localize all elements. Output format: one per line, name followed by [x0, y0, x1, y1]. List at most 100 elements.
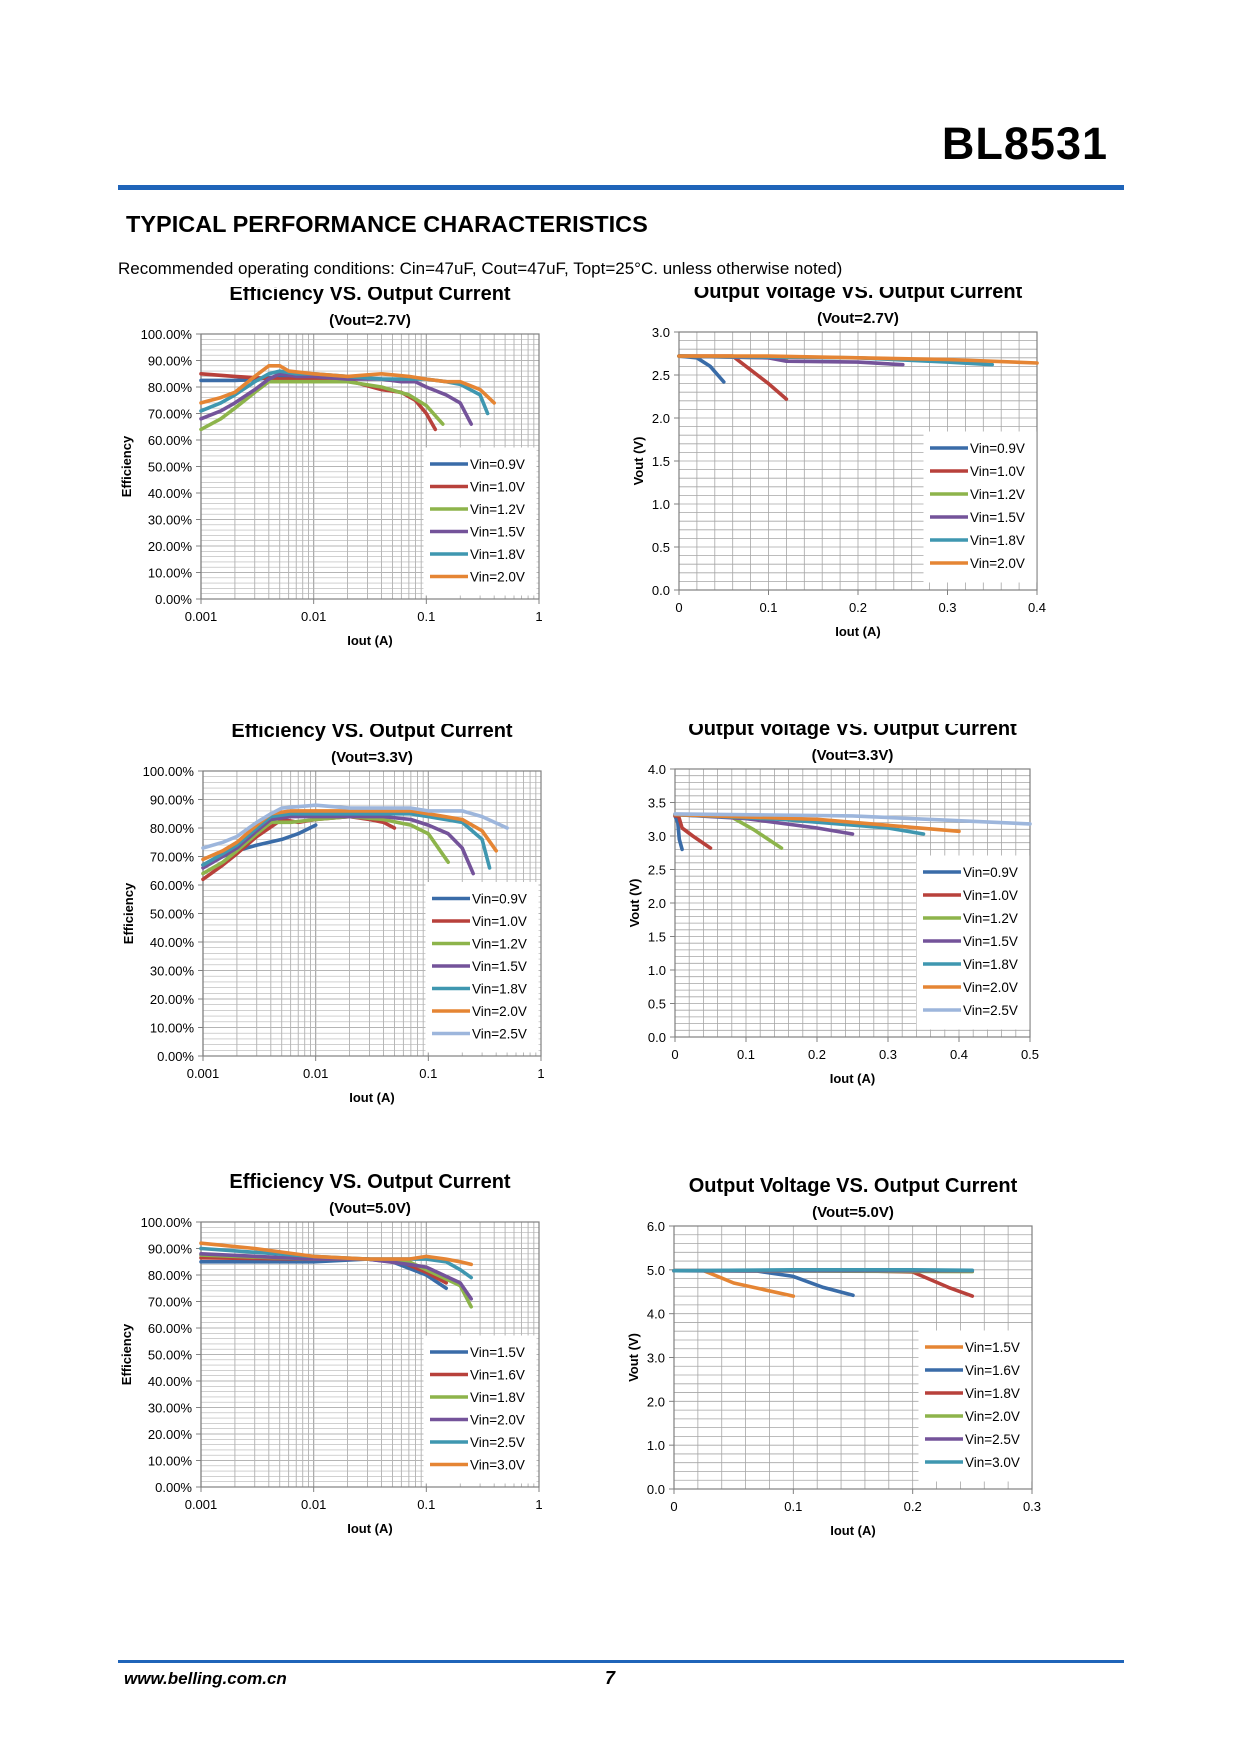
- chart-title: Efficiency VS. Output Current: [229, 287, 510, 305]
- chart-subtitle: (Vout=3.3V): [812, 747, 894, 764]
- x-tick-label: 1: [537, 1066, 544, 1081]
- chart-subtitle: (Vout=2.7V): [329, 312, 411, 329]
- y-tick-label: 30.00%: [150, 964, 195, 979]
- x-tick-label: 0.001: [187, 1066, 220, 1081]
- y-tick-label: 0.0: [648, 1030, 666, 1045]
- y-tick-label: 2.0: [648, 896, 666, 911]
- legend-label: Vin=1.8V: [963, 957, 1018, 972]
- y-axis-label: Efficiency: [119, 1323, 134, 1385]
- series-line: [199, 379, 445, 432]
- y-tick-label: 0.00%: [157, 1049, 194, 1064]
- series-line: [201, 814, 450, 876]
- legend: Vin=0.9V Vin=1.0V Vin=1.2V Vin=1.5V Vin=1.8V…: [423, 447, 537, 596]
- legend: Vin=1.5V Vin=1.6V Vin=1.8V Vin=2.0V Vin=2.5V…: [423, 1335, 537, 1484]
- legend-label: Vin=1.2V: [472, 937, 527, 952]
- y-tick-label: 100.00%: [141, 327, 193, 342]
- x-tick-label: 0.1: [419, 1066, 437, 1081]
- y-tick-label: 1.0: [652, 497, 670, 512]
- y-tick-label: 4.0: [648, 762, 666, 777]
- y-tick-label: 30.00%: [148, 1401, 193, 1416]
- x-tick-label: 0.2: [904, 1499, 922, 1514]
- legend-box: [918, 1330, 1032, 1482]
- y-tick-label: 1.5: [648, 930, 666, 945]
- series-line: [201, 812, 492, 870]
- legend-label: Vin=3.0V: [470, 1458, 525, 1473]
- legend-label: Vin=0.9V: [963, 865, 1018, 880]
- y-tick-label: 80.00%: [148, 1268, 193, 1283]
- x-tick-label: 0.3: [879, 1047, 897, 1062]
- chart-vout-2p7v: Output Voltage VS. Output Current (Vout=2…: [631, 287, 1046, 639]
- y-tick-label: 20.00%: [150, 992, 195, 1007]
- x-tick-label: 0.4: [1028, 600, 1046, 615]
- series-line: [199, 364, 496, 405]
- y-tick-label: 10.00%: [150, 1021, 195, 1036]
- y-tick-label: 1.5: [652, 454, 670, 469]
- chart-vout-5p0v: Output Voltage VS. Output Current (Vout=5…: [626, 1175, 1041, 1538]
- x-tick-label: 0.4: [950, 1047, 968, 1062]
- legend-label: Vin=2.5V: [472, 1027, 527, 1042]
- y-tick-label: 40.00%: [150, 935, 195, 950]
- y-tick-label: 100.00%: [141, 1215, 193, 1230]
- legend-label: Vin=2.0V: [470, 1413, 525, 1428]
- legend-label: Vin=1.2V: [470, 502, 525, 517]
- y-tick-label: 5.0: [647, 1263, 665, 1278]
- x-axis-label: Iout (A): [830, 1071, 875, 1086]
- y-tick-label: 50.00%: [150, 907, 195, 922]
- x-tick-label: 0: [670, 1499, 677, 1514]
- legend-label: Vin=1.8V: [472, 982, 527, 997]
- series-line: [672, 1268, 975, 1273]
- series-line: [673, 812, 1032, 826]
- x-axis-label: Iout (A): [347, 1521, 392, 1536]
- y-tick-label: 40.00%: [148, 486, 193, 501]
- y-tick-label: 60.00%: [148, 433, 193, 448]
- legend-label: Vin=1.2V: [963, 911, 1018, 926]
- legend-label: Vin=1.5V: [965, 1340, 1020, 1355]
- y-tick-label: 10.00%: [148, 566, 193, 581]
- y-tick-label: 70.00%: [148, 407, 193, 422]
- chart-subtitle: (Vout=3.3V): [331, 749, 413, 766]
- x-axis-label: Iout (A): [835, 624, 880, 639]
- y-tick-label: 0.5: [652, 540, 670, 555]
- legend-label: Vin=1.2V: [970, 487, 1025, 502]
- x-tick-label: 0.1: [784, 1499, 802, 1514]
- legend-label: Vin=0.9V: [470, 457, 525, 472]
- x-tick-label: 0.01: [301, 609, 326, 624]
- legend-label: Vin=2.5V: [470, 1435, 525, 1450]
- series-line: [199, 372, 473, 426]
- legend-label: Vin=1.0V: [970, 464, 1025, 479]
- y-tick-label: 90.00%: [148, 1242, 193, 1257]
- section-title: TYPICAL PERFORMANCE CHARACTERISTICS: [126, 211, 648, 237]
- legend: Vin=0.9V Vin=1.0V Vin=1.2V Vin=1.5V Vin=1.8V…: [916, 855, 1030, 1030]
- legend-label: Vin=2.5V: [963, 1003, 1018, 1018]
- chart-title: Output Voltage VS. Output Current: [689, 1175, 1018, 1197]
- legend-label: Vin=0.9V: [970, 441, 1025, 456]
- series-line: [201, 814, 475, 876]
- legend: Vin=0.9V Vin=1.0V Vin=1.2V Vin=1.5V Vin=1.8V…: [425, 882, 539, 1053]
- legend-label: Vin=1.0V: [963, 888, 1018, 903]
- footer-website[interactable]: www.belling.com.cn: [124, 1669, 287, 1688]
- legend-label: Vin=1.0V: [470, 480, 525, 495]
- y-tick-label: 90.00%: [150, 793, 195, 808]
- y-tick-label: 60.00%: [150, 878, 195, 893]
- series-line: [199, 1241, 473, 1267]
- y-tick-label: 30.00%: [148, 513, 193, 528]
- y-tick-label: 70.00%: [150, 850, 195, 865]
- y-tick-label: 3.5: [648, 796, 666, 811]
- series-line: [673, 814, 684, 852]
- y-axis-label: Vout (V): [627, 879, 642, 928]
- x-tick-label: 0.01: [303, 1066, 328, 1081]
- y-axis-label: Vout (V): [631, 437, 646, 486]
- y-tick-label: 0.5: [648, 997, 666, 1012]
- legend-label: Vin=1.5V: [970, 510, 1025, 525]
- y-tick-label: 1.0: [647, 1438, 665, 1453]
- x-tick-label: 0.001: [185, 1497, 218, 1512]
- legend-label: Vin=1.5V: [470, 525, 525, 540]
- y-tick-label: 3.0: [647, 1351, 665, 1366]
- chart-subtitle: (Vout=5.0V): [329, 1200, 411, 1217]
- y-tick-label: 6.0: [647, 1219, 665, 1234]
- x-tick-label: 0: [671, 1047, 678, 1062]
- legend-box: [423, 447, 537, 596]
- y-tick-label: 3.0: [648, 829, 666, 844]
- chart-title: Efficiency VS. Output Current: [231, 724, 512, 742]
- chart-subtitle: (Vout=2.7V): [817, 310, 899, 327]
